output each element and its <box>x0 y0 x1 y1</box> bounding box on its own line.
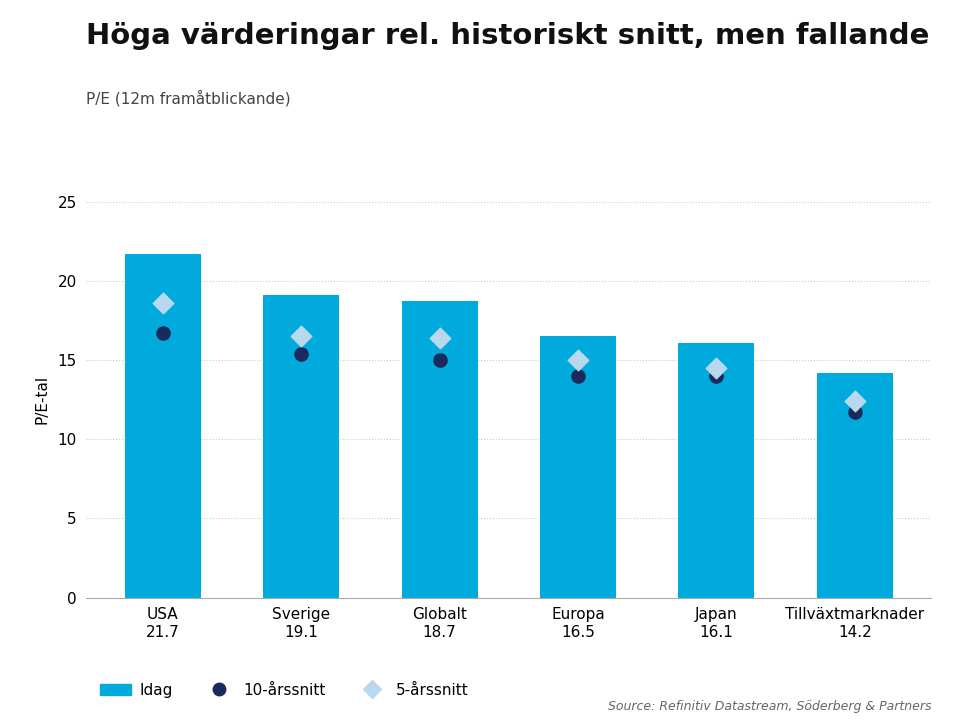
Text: Source: Refinitiv Datastream, Söderberg & Partners: Source: Refinitiv Datastream, Söderberg … <box>608 700 931 713</box>
Point <box>294 348 309 359</box>
Point <box>570 354 586 366</box>
Point <box>156 328 171 339</box>
Point <box>432 354 447 366</box>
Point <box>708 370 724 382</box>
Bar <box>540 336 616 598</box>
Bar <box>817 373 893 598</box>
Point <box>294 330 309 342</box>
Bar <box>679 343 755 598</box>
Bar <box>125 254 201 598</box>
Y-axis label: P/E-tal: P/E-tal <box>35 375 49 424</box>
Bar <box>263 295 339 598</box>
Bar <box>401 302 478 598</box>
Point <box>156 297 171 309</box>
Point <box>570 370 586 382</box>
Point <box>432 332 447 343</box>
Legend: Idag, 10-årssnitt, 5-årssnitt: Idag, 10-årssnitt, 5-årssnitt <box>94 677 475 703</box>
Text: Höga värderingar rel. historiskt snitt, men fallande: Höga värderingar rel. historiskt snitt, … <box>86 22 930 50</box>
Point <box>708 362 724 374</box>
Point <box>847 395 862 407</box>
Point <box>847 407 862 418</box>
Text: P/E (12m framåtblickande): P/E (12m framåtblickande) <box>86 90 291 107</box>
